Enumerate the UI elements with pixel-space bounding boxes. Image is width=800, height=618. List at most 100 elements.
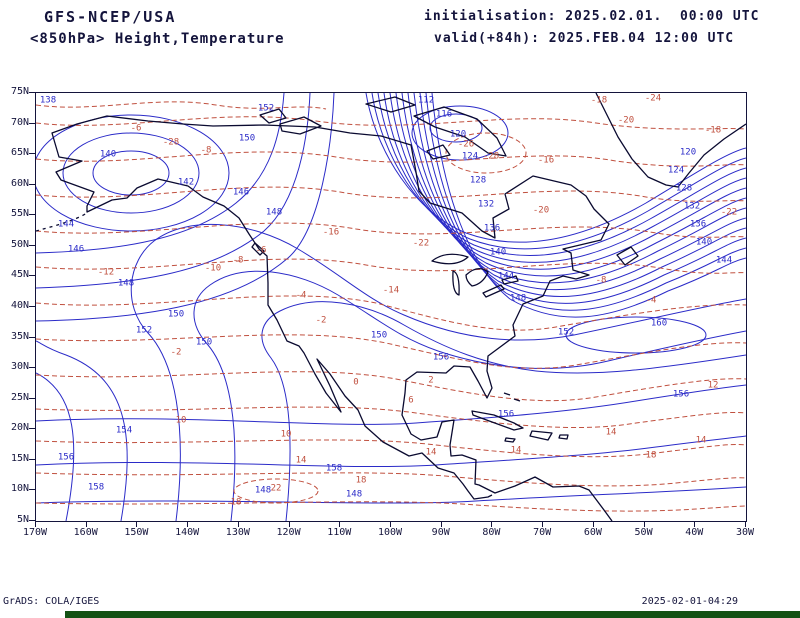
- height-contour-line: [413, 93, 746, 297]
- temp-contour-line: [36, 406, 746, 429]
- temp-contour-line: [36, 151, 746, 167]
- height-contour-line: [36, 486, 746, 504]
- temp-contour-line: [36, 501, 746, 512]
- temp-contour-line: [233, 478, 319, 504]
- lat-label: 20N: [10, 422, 29, 434]
- temp-contour-line: [36, 186, 746, 202]
- lat-label: 50N: [10, 238, 29, 250]
- lat-label: 70N: [10, 116, 29, 128]
- map-frame: 138 140 142 144 146 148 150 152 146 148 150 152 150 1…: [35, 92, 747, 522]
- lat-label: 40N: [10, 300, 29, 311]
- height-contour-line: [371, 93, 746, 250]
- lon-label: 110W: [327, 527, 352, 538]
- lat-label: 5N: [16, 514, 29, 525]
- temp-contour-line: [36, 101, 327, 110]
- coastline: [259, 108, 287, 124]
- lat-label: 30N: [10, 361, 29, 373]
- height-contour-line: [36, 93, 285, 254]
- height-contour-line: [395, 93, 746, 277]
- temp-contours: [36, 101, 746, 512]
- coastline: [558, 434, 569, 440]
- coastline: [426, 144, 451, 160]
- coastline: [471, 410, 524, 431]
- coastline: [365, 96, 416, 113]
- coastline: [452, 270, 460, 296]
- height-contour-line: [377, 93, 746, 257]
- temp-contour-line: [36, 116, 746, 130]
- lon-label: 70W: [533, 527, 552, 538]
- lat-label: 65N: [10, 147, 29, 159]
- lon-label: 40W: [685, 527, 704, 538]
- temp-contour-line: [36, 371, 746, 402]
- coastline: [529, 430, 553, 441]
- height-contour-line: [62, 132, 200, 214]
- height-contour-line: [36, 384, 746, 425]
- height-contour-line: [36, 340, 128, 521]
- height-contour-line: [419, 93, 746, 304]
- coastline: [279, 116, 322, 135]
- coastline: [501, 275, 519, 285]
- lon-label: 60W: [583, 527, 602, 538]
- height-contour-line: [401, 93, 746, 284]
- credit-text: GrADS: COLA/IGES: [3, 596, 100, 607]
- contour-canvas: [36, 93, 746, 521]
- coastline: [251, 242, 265, 256]
- height-contour-line: [431, 93, 746, 318]
- lat-label: 25N: [10, 391, 29, 403]
- lon-label: 150W: [124, 527, 149, 538]
- height-contour-line: [429, 113, 483, 143]
- field-title: <850hPa> Height,Temperature: [30, 31, 285, 47]
- lon-label: 100W: [377, 527, 403, 538]
- model-title: GFS-NCEP/USA: [44, 8, 177, 26]
- height-contour-line: [193, 270, 746, 521]
- height-contour-line: [36, 372, 75, 521]
- coastline: [413, 106, 507, 157]
- temp-contour-line: [445, 132, 527, 174]
- coastline: [51, 115, 613, 521]
- temp-contour-line: [36, 222, 746, 238]
- height-contour-line: [407, 93, 746, 291]
- coastline: [595, 93, 746, 188]
- temp-contour-line: [36, 295, 746, 331]
- timestamp-text: 2025-02-01-04:29: [641, 596, 738, 607]
- lon-label: 120W: [276, 527, 301, 538]
- coastline: [482, 284, 505, 298]
- coastline: [503, 392, 521, 402]
- height-contours: [36, 93, 746, 521]
- coastline: [36, 212, 88, 232]
- lon-label: 170W: [22, 527, 48, 538]
- lat-label: 15N: [10, 452, 29, 464]
- lat-label: 10N: [10, 483, 29, 495]
- height-contour-line: [36, 435, 746, 468]
- height-contour-line: [383, 93, 746, 263]
- height-contour-line: [425, 93, 746, 311]
- coastline: [431, 253, 469, 265]
- lon-label: 130W: [225, 527, 250, 538]
- height-contour-line: [92, 150, 170, 196]
- footer-bar: [65, 611, 800, 618]
- temp-contour-line: [36, 258, 746, 274]
- coastline: [616, 246, 639, 266]
- lat-label: 55N: [10, 208, 29, 220]
- init-time-label: initialisation: 2025.02.01. 00:00 UTC: [424, 9, 760, 24]
- temp-contour-line: [36, 439, 746, 458]
- lon-label: 30W: [735, 527, 755, 538]
- coastline: [504, 437, 516, 443]
- lat-label: 35N: [10, 330, 29, 342]
- height-contour-line: [36, 93, 335, 322]
- height-contour-line: [36, 114, 230, 232]
- valid-time-label: valid(+84h): 2025.FEB.04 12:00 UTC: [434, 31, 735, 46]
- lat-label: 60N: [10, 177, 29, 189]
- lat-label: 75N: [10, 86, 29, 97]
- lat-label: 45N: [10, 269, 29, 281]
- height-contour-line: [130, 223, 746, 521]
- temp-contour-line: [36, 334, 746, 369]
- height-contour-line: [261, 301, 746, 521]
- lon-label: 80W: [482, 527, 501, 538]
- height-contour-line: [565, 316, 707, 354]
- lon-label: 90W: [431, 527, 450, 538]
- coastline: [465, 268, 489, 287]
- height-contour-line: [365, 93, 746, 243]
- lon-label: 50W: [634, 527, 653, 538]
